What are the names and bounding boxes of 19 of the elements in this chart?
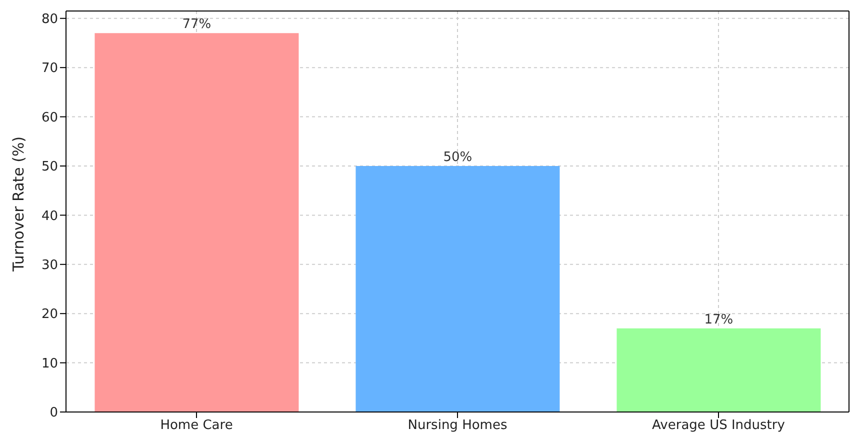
y-tick-label: 40 [41, 208, 58, 224]
y-tick-label: 80 [41, 12, 58, 27]
y-tick-label: 10 [41, 356, 58, 372]
bar [94, 33, 299, 412]
y-tick-label: 20 [41, 307, 58, 322]
data-label: 77% [182, 17, 212, 32]
y-axis-title: Turnover Rate (%) [9, 136, 28, 272]
bar [356, 166, 560, 412]
x-tick-label: Home Care [160, 418, 233, 434]
data-label: 17% [704, 312, 734, 328]
y-tick-label: 70 [41, 61, 58, 76]
y-tick-label: 50 [41, 160, 58, 175]
y-tick-label: 60 [41, 110, 58, 126]
y-tick-label: 0 [50, 406, 58, 421]
data-label: 50% [443, 150, 472, 165]
x-tick-label: Average US Industry [652, 418, 786, 434]
bar [616, 328, 821, 412]
x-tick-label: Nursing Homes [408, 418, 508, 434]
y-tick-label: 30 [41, 258, 58, 274]
